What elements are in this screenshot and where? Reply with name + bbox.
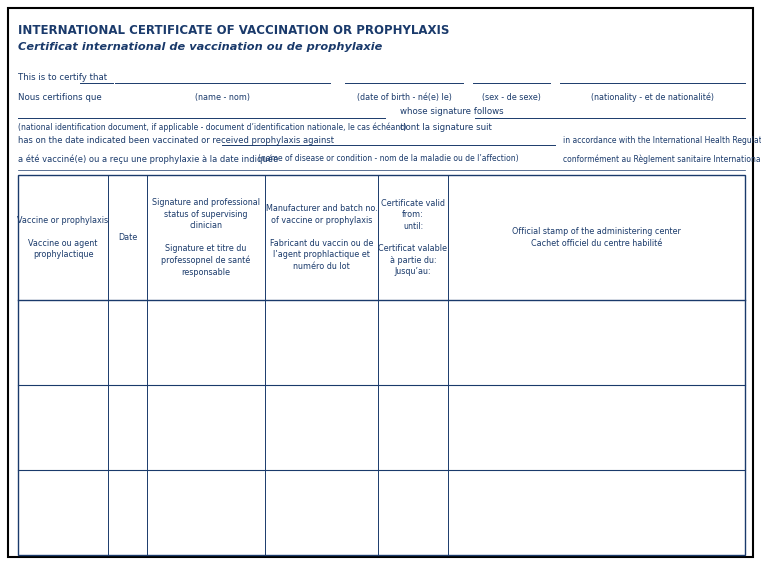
- Text: Certificat international de vaccination ou de prophylaxie: Certificat international de vaccination …: [18, 42, 382, 52]
- Text: dont la signature suit: dont la signature suit: [400, 123, 492, 132]
- Text: Official stamp of the administering center
Cachet officiel du centre habilité: Official stamp of the administering cent…: [512, 227, 681, 247]
- Text: This is to certify that: This is to certify that: [18, 73, 107, 82]
- Text: whose signature follows: whose signature follows: [400, 107, 504, 116]
- Text: conformément au Règlement sanitaire International.: conformément au Règlement sanitaire Inte…: [563, 154, 761, 163]
- Text: (sex - de sexe): (sex - de sexe): [482, 93, 541, 102]
- Text: has on the date indicated been vaccinated or received prophylaxis against: has on the date indicated been vaccinate…: [18, 136, 334, 145]
- Text: Signature and professional
status of supervising
clinician

Signature et titre d: Signature and professional status of sup…: [152, 198, 260, 277]
- Text: a été vacciné(e) ou a reçu une prophylaxie à la date indiquée: a été vacciné(e) ou a reçu une prophylax…: [18, 154, 279, 163]
- Text: in accordance with the International Health Regulations,: in accordance with the International Hea…: [563, 136, 761, 145]
- Text: Date: Date: [118, 233, 137, 242]
- Text: (nationality - et de nationalité): (nationality - et de nationalité): [591, 93, 714, 102]
- Text: Vaccine or prophylaxis

Vaccine ou agent
prophylactique: Vaccine or prophylaxis Vaccine ou agent …: [18, 216, 109, 259]
- Bar: [18, 175, 745, 555]
- Text: (date of birth - né(e) le): (date of birth - né(e) le): [357, 93, 451, 102]
- Text: Certificate valid
from:
until:

Certificat valable
à partie du:
Jusqu’au:: Certificate valid from: until: Certifica…: [378, 199, 447, 276]
- Text: Nous certifions que: Nous certifions que: [18, 93, 102, 102]
- Text: (name - nom): (name - nom): [195, 93, 250, 102]
- Text: (national identification document, if applicable - document d’identification nat: (national identification document, if ap…: [18, 122, 406, 132]
- Text: Manufacturer and batch no.
of vaccine or prophylaxis

Fabricant du vaccin ou de
: Manufacturer and batch no. of vaccine or…: [266, 205, 377, 271]
- Text: (name of disease or condition - nom de la maladie ou de l’affection): (name of disease or condition - nom de l…: [258, 154, 519, 163]
- Text: INTERNATIONAL CERTIFICATE OF VACCINATION OR PROPHYLAXIS: INTERNATIONAL CERTIFICATE OF VACCINATION…: [18, 24, 450, 37]
